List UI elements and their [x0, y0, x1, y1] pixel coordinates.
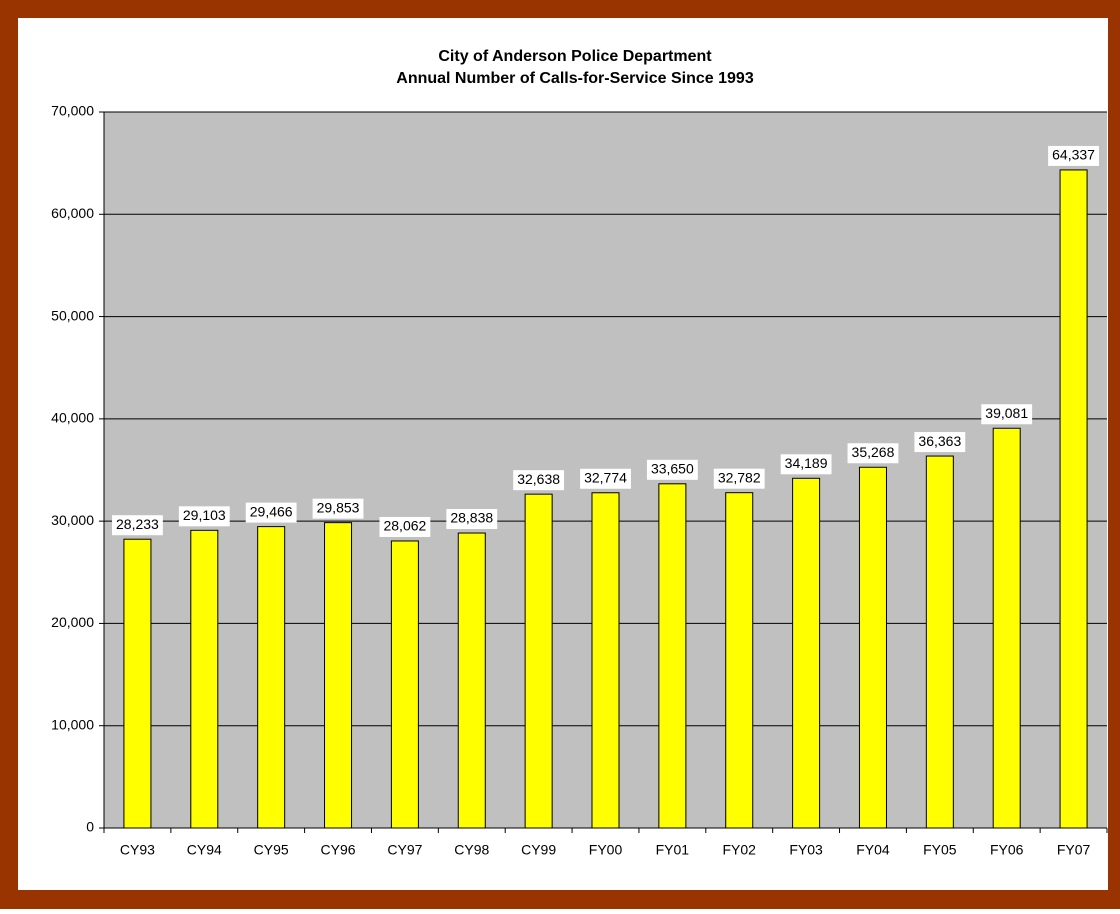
y-tick-label: 10,000 — [51, 716, 94, 732]
value-label: 29,103 — [183, 507, 226, 523]
bar — [324, 522, 353, 829]
x-tick-label: CY96 — [321, 842, 356, 858]
value-label: 28,062 — [383, 518, 426, 534]
bar — [858, 466, 887, 829]
value-label-box — [245, 502, 297, 523]
x-tick-label: CY98 — [454, 842, 489, 858]
value-label: 35,268 — [852, 444, 895, 460]
chart-title: City of Anderson Police Department — [438, 48, 712, 65]
value-label-box — [713, 468, 765, 489]
value-label-box — [914, 432, 966, 453]
bar — [123, 538, 152, 829]
y-tick-label: 20,000 — [51, 614, 94, 630]
value-label: 32,638 — [517, 471, 560, 487]
chart-subtitle: Annual Number of Calls-for-Service Since… — [396, 70, 754, 87]
value-label: 28,838 — [450, 510, 493, 526]
x-tick-label: FY05 — [923, 842, 957, 858]
x-tick-label: FY01 — [656, 842, 690, 858]
value-label: 34,189 — [785, 455, 828, 471]
value-label: 33,650 — [651, 461, 694, 477]
y-tick-label: 60,000 — [51, 205, 94, 221]
bar — [390, 540, 419, 829]
value-label: 29,853 — [317, 499, 360, 515]
y-tick-label: 70,000 — [51, 103, 94, 119]
bar — [190, 529, 219, 829]
bar — [1059, 169, 1088, 829]
x-tick-label: CY97 — [387, 842, 422, 858]
value-label-box — [580, 468, 631, 489]
bar — [524, 493, 553, 829]
bar — [457, 532, 486, 829]
bar — [792, 477, 821, 829]
x-tick-label: CY93 — [120, 842, 155, 858]
bar — [925, 455, 954, 829]
x-tick-label: CY94 — [187, 842, 222, 858]
value-label: 28,233 — [116, 516, 159, 532]
value-label-box — [446, 509, 498, 530]
x-tick-label: CY99 — [521, 842, 556, 858]
value-label-box — [379, 516, 431, 537]
y-tick-label: 50,000 — [51, 307, 94, 323]
bar — [591, 492, 620, 829]
x-tick-label: FY04 — [856, 842, 890, 858]
y-tick-label: 0 — [86, 819, 94, 835]
value-label-box — [312, 498, 364, 519]
x-tick-label: FY00 — [589, 842, 623, 858]
x-tick-label: FY06 — [990, 842, 1024, 858]
value-label-box — [847, 443, 899, 464]
value-label-box — [1048, 145, 1099, 166]
value-label: 39,081 — [985, 405, 1028, 421]
value-label-box — [646, 459, 698, 480]
x-tick-label: FY02 — [722, 842, 756, 858]
y-tick-label: 40,000 — [51, 410, 94, 426]
value-label: 64,337 — [1052, 147, 1095, 163]
bar — [992, 427, 1021, 829]
bar — [257, 526, 286, 829]
value-label-box — [178, 506, 230, 527]
x-tick-label: FY03 — [789, 842, 823, 858]
value-label-box — [112, 515, 163, 536]
x-tick-label: FY07 — [1057, 842, 1091, 858]
x-tick-label: CY95 — [254, 842, 289, 858]
value-label: 29,466 — [250, 503, 293, 519]
value-label-box — [513, 470, 565, 491]
value-label-box — [780, 454, 832, 475]
value-label: 32,782 — [718, 469, 761, 485]
value-label: 36,363 — [918, 433, 961, 449]
y-tick-label: 30,000 — [51, 512, 94, 528]
bar — [725, 492, 754, 829]
value-label-box — [981, 404, 1033, 425]
bar — [658, 483, 687, 829]
value-label: 32,774 — [584, 469, 627, 485]
